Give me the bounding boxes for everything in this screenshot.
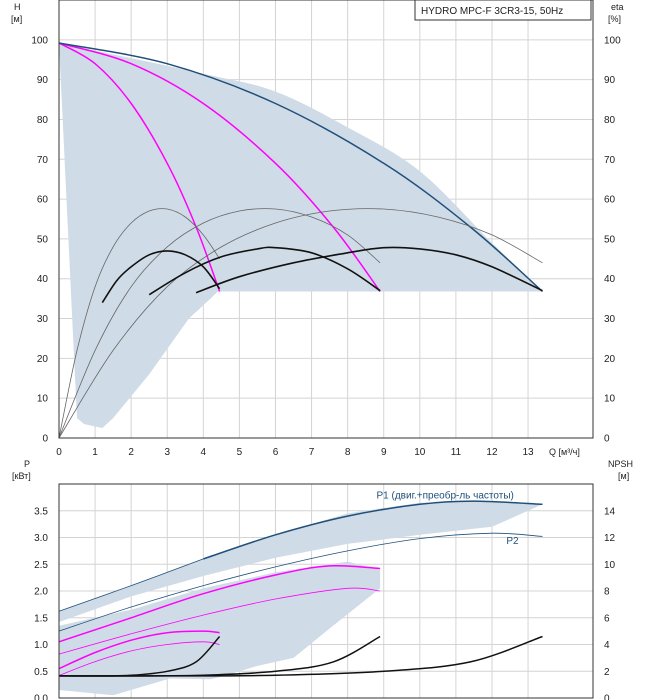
top-left-tick-label: 90 <box>37 75 49 86</box>
chart-title-box <box>414 0 592 21</box>
x-tick-label: 1 <box>92 447 98 458</box>
bottom-left-tick-label: 3.0 <box>34 533 48 544</box>
series-p2-1-pump <box>58 641 220 676</box>
x-tick-label: 2 <box>128 447 134 458</box>
top-left-tick-label: 50 <box>37 234 49 245</box>
chart-title: HYDRO MPC-F 3CR3-15, 50Hz <box>421 6 563 17</box>
head-efficiency-panel: 0102030405060708090100010203040506070809… <box>11 0 624 458</box>
bottom-left-tick-label: 0.0 <box>34 694 48 700</box>
bottom-left-axis-label: P <box>24 459 30 469</box>
power-envelope-3 <box>59 633 220 696</box>
bottom-left-tick-label: 1.0 <box>34 640 48 651</box>
top-envelope <box>59 43 543 428</box>
top-right-tick-label: 100 <box>604 35 621 46</box>
top-right-tick-label: 90 <box>604 75 616 86</box>
bottom-left-tick-label: 3.5 <box>34 506 48 517</box>
top-series <box>58 42 544 439</box>
bottom-left-tick-label: 0.5 <box>34 667 48 678</box>
p2-annotation: P2 <box>506 536 519 547</box>
top-left-tick-label: 70 <box>37 155 49 166</box>
bottom-left-tick-label: 2.5 <box>34 560 48 571</box>
bottom-left-tick-label: 2.0 <box>34 587 48 598</box>
x-tick-label: 4 <box>201 447 207 458</box>
bottom-right-tick-label: 8 <box>604 587 610 598</box>
top-right-tick-label: 10 <box>604 394 616 405</box>
x-tick-label: 10 <box>414 447 426 458</box>
x-tick-label: 12 <box>486 447 498 458</box>
top-left-tick-label: 60 <box>37 195 49 206</box>
bottom-right-tick-label: 0 <box>604 694 610 700</box>
top-left-axis-unit: [м] <box>11 14 22 24</box>
top-right-tick-label: 30 <box>604 314 616 325</box>
top-right-tick-label: 20 <box>604 354 616 365</box>
series-p1-3-pumps <box>203 500 543 560</box>
top-right-axis-unit: [%] <box>608 14 621 24</box>
top-plot-frame <box>58 0 594 439</box>
series-h-2-pumps <box>58 42 381 292</box>
x-tick-label: 5 <box>237 447 243 458</box>
bottom-right-axis-label: NPSH <box>608 459 633 469</box>
x-tick-label: 9 <box>381 447 387 458</box>
x-tick-label: 0 <box>56 447 62 458</box>
bottom-right-tick-label: 14 <box>604 506 616 517</box>
series-npsh-3-pumps <box>58 635 543 677</box>
p1-annotation: P1 (двиг.+преобр-ль частоты) <box>377 489 514 501</box>
bottom-series <box>58 500 543 677</box>
bottom-right-tick-label: 10 <box>604 560 616 571</box>
series-p1-3-pumps-thin <box>58 558 204 612</box>
top-right-tick-label: 80 <box>604 115 616 126</box>
x-tick-label: 7 <box>309 447 315 458</box>
series-p2-2-pumps <box>58 587 381 655</box>
series-eta-3-pumps <box>58 208 543 439</box>
top-left-axis-label: H <box>14 2 21 12</box>
x-tick-label: 11 <box>451 447 462 458</box>
top-right-tick-label: 50 <box>604 234 616 245</box>
series-p1-2-pumps <box>58 564 381 643</box>
top-left-tick-label: 100 <box>31 35 48 46</box>
power-envelope-1 <box>59 501 543 622</box>
top-left-tick-label: 0 <box>42 434 48 445</box>
bottom-right-tick-label: 4 <box>604 640 610 651</box>
operating-range-envelope <box>59 43 543 428</box>
top-left-tick-label: 40 <box>37 274 49 285</box>
top-left-tick-label: 10 <box>37 394 49 405</box>
bottom-right-axis-unit: [м] <box>618 471 629 481</box>
top-left-tick-label: 20 <box>37 354 49 365</box>
top-left-tick-label: 30 <box>37 314 49 325</box>
top-right-tick-label: 70 <box>604 155 616 166</box>
series-eta-1-pump <box>58 208 220 439</box>
top-tick-labels: 0102030405060708090100010203040506070809… <box>31 35 621 458</box>
power-npsh-panel: 0.0 0.5 1.0 1.5 2.0 2.5 3.0 3.5 0 2 4 6 8 10 12 14 P [к… <box>12 459 633 700</box>
x-tick-label: 3 <box>164 447 170 458</box>
series-eta-op-3-pumps <box>195 246 543 294</box>
series-h-1-pump <box>58 42 221 292</box>
bottom-right-tick-label: 2 <box>604 667 610 678</box>
top-right-axis-label: eta <box>611 2 624 12</box>
series-eta-2-pumps <box>58 208 381 439</box>
bottom-right-tick-label: 12 <box>604 533 616 544</box>
series-p1-1-pump <box>58 630 220 670</box>
x-tick-label: 6 <box>273 447 279 458</box>
series-p2-3-pumps <box>58 532 543 632</box>
series-eta-op-2-pumps <box>148 246 381 296</box>
top-right-tick-label: 0 <box>604 434 610 445</box>
bottom-right-tick-label: 6 <box>604 613 610 624</box>
bottom-tick-labels: 0.0 0.5 1.0 1.5 2.0 2.5 3.0 3.5 0 2 4 6 8 10 12 14 <box>34 506 615 700</box>
bottom-left-axis-unit: [кВт] <box>12 471 31 481</box>
bottom-envelope <box>59 501 543 696</box>
x-axis-label: Q [м³/ч] <box>549 447 580 457</box>
bottom-left-tick-label: 1.5 <box>34 613 48 624</box>
top-right-tick-label: 60 <box>604 195 616 206</box>
bottom-plot-frame <box>58 483 594 699</box>
top-left-tick-label: 80 <box>37 115 49 126</box>
top-right-tick-label: 40 <box>604 274 616 285</box>
x-tick-label: 13 <box>522 447 534 458</box>
series-h-3-pumps <box>58 42 544 293</box>
x-tick-label: 8 <box>345 447 351 458</box>
